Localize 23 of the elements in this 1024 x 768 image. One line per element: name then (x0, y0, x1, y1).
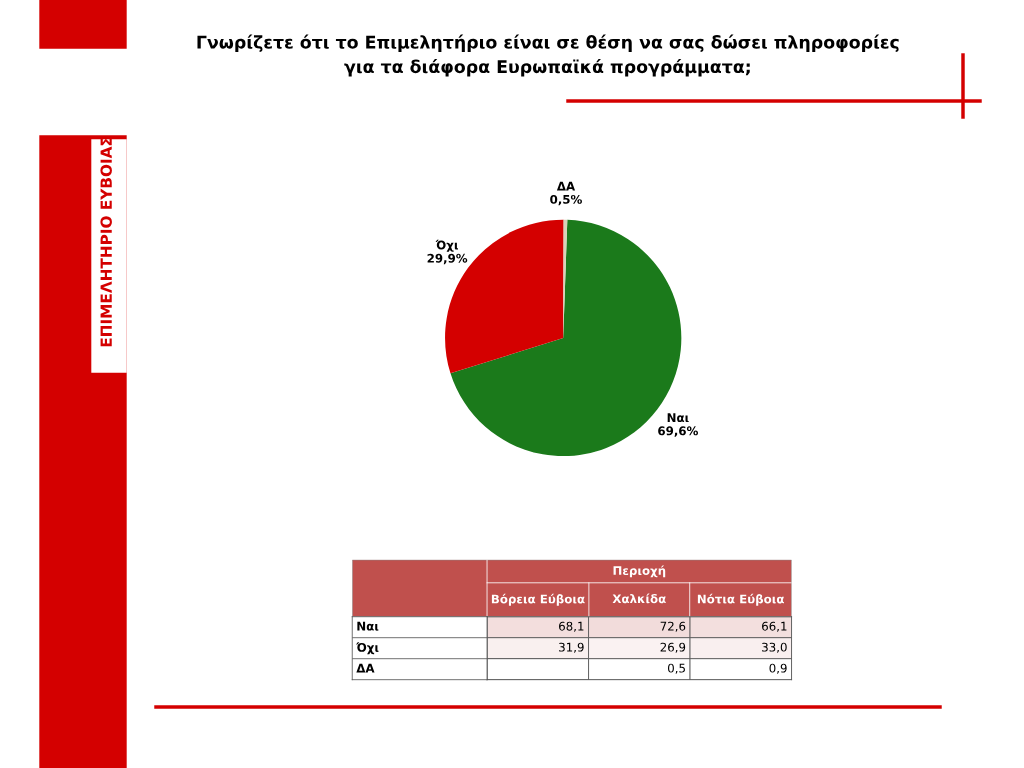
data-label: 33,0 (762, 642, 787, 653)
data-label: 31,9 (559, 642, 584, 653)
x-tick-label: Βόρεια Εύβοια (491, 593, 585, 606)
data-label: 69,6% (658, 426, 698, 437)
x-tick-label: Νότια Εύβοια (697, 593, 784, 606)
data-label: 72,6 (660, 621, 686, 632)
data-label: 0,5% (550, 194, 582, 206)
slice-label: ΔΑ (556, 181, 576, 191)
data-label: 66,1 (762, 621, 787, 632)
x-tick-label: Χαλκίδα (612, 593, 666, 604)
y-tick-label: Ναι (357, 621, 379, 631)
data-label: 0,5 (667, 663, 685, 674)
text: ΕΠΙΜΕΛΗΤΗΡΙΟ ΕΥΒΟΙΑΣ (100, 137, 112, 347)
data-label: 68,1 (559, 621, 584, 632)
data-label: 26,9 (660, 642, 686, 653)
data-label: 0,9 (769, 663, 787, 674)
chart-title: Περιοχή (613, 565, 666, 578)
data-label: 29,9% (427, 253, 468, 265)
y-tick-label: Όχι (356, 642, 379, 655)
y-tick-label: ΔΑ (356, 663, 375, 673)
chart-title: Γνωρίζετε ότι το Επιμελητήριο είναι σε θέση να σας δώσει πληροφορίες για τα διάφορα Ευρωπαϊκά προγράμματα; (197, 34, 899, 77)
slice-label: Όχι (435, 239, 459, 252)
slice-label: Ναι (667, 413, 689, 423)
